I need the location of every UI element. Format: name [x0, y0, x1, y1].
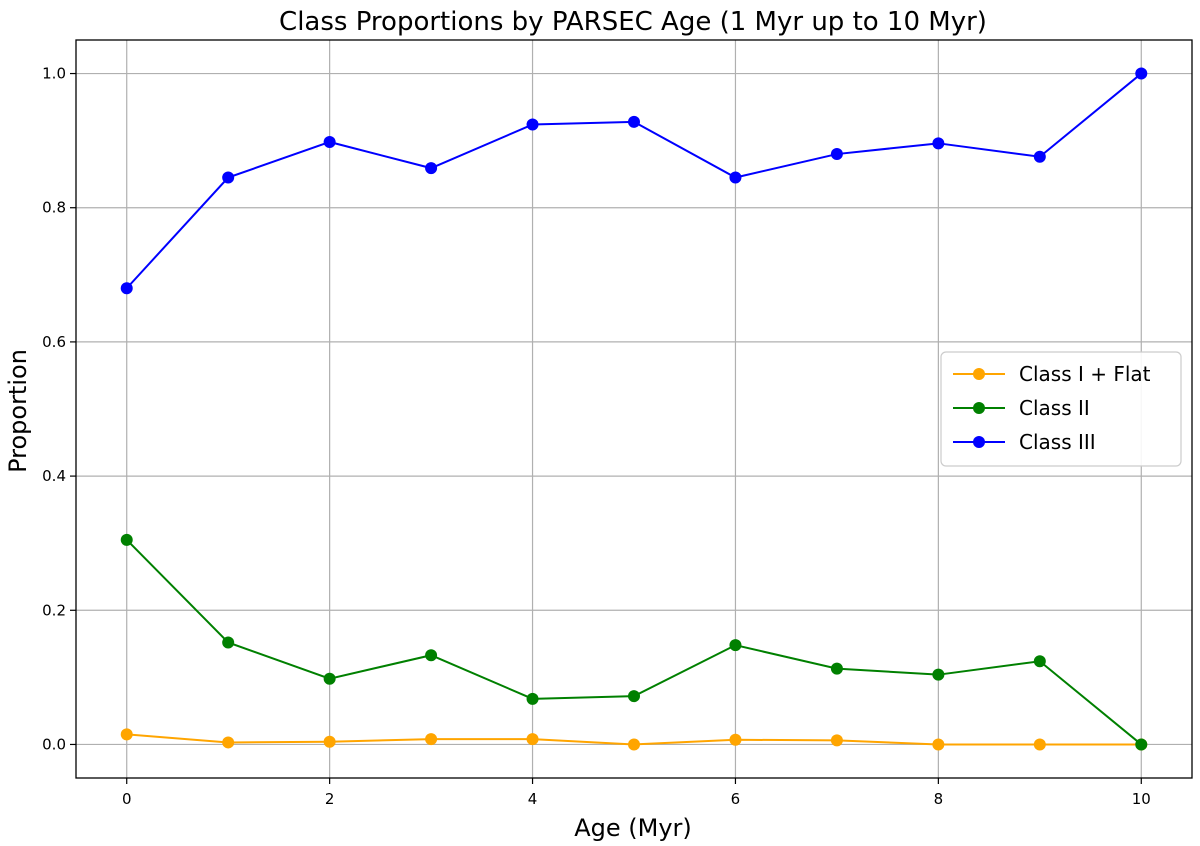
data-point — [729, 733, 742, 746]
x-tick-label: 4 — [528, 790, 538, 808]
data-point — [425, 162, 438, 175]
legend-marker — [973, 436, 985, 448]
series-layer — [120, 67, 1148, 751]
y-tick-label: 0.6 — [42, 333, 66, 351]
data-point — [1135, 738, 1148, 751]
y-tick-label: 1.0 — [42, 65, 66, 83]
legend-item: Class III — [953, 430, 1096, 454]
data-point — [120, 533, 133, 546]
data-point — [425, 649, 438, 662]
legend-label: Class I + Flat — [1019, 362, 1151, 386]
data-point — [1033, 655, 1046, 668]
legend-label: Class II — [1019, 396, 1090, 420]
data-point — [628, 738, 640, 751]
data-point — [120, 282, 133, 295]
data-point — [222, 636, 235, 649]
legend-item: Class II — [953, 396, 1090, 420]
data-point — [526, 692, 539, 705]
data-point — [729, 639, 742, 652]
data-point — [425, 733, 438, 746]
x-tick-label: 2 — [325, 790, 335, 808]
series-line — [125, 72, 1142, 289]
x-tick-label: 0 — [122, 790, 132, 808]
y-tick-label: 0.4 — [42, 467, 66, 485]
legend-marker — [973, 402, 985, 414]
series-1 — [120, 533, 1148, 751]
data-point — [120, 728, 133, 741]
legend-box — [940, 351, 1182, 467]
y-tick-label: 0.8 — [42, 199, 66, 217]
data-point — [222, 171, 235, 184]
chart-title: Class Proportions by PARSEC Age (1 Myr u… — [279, 7, 987, 37]
ticks: 0 2 4 6 8 10 0.0 0.2 0.4 0.6 0.8 1.0 — [42, 65, 1151, 808]
series-2 — [120, 67, 1148, 295]
y-tick-label: 0.2 — [42, 601, 66, 619]
y-tick-label: 0.0 — [42, 735, 66, 753]
data-point — [323, 672, 336, 685]
data-point — [526, 733, 539, 746]
legend-marker — [973, 368, 985, 380]
data-point — [1135, 67, 1148, 80]
data-point — [830, 734, 843, 747]
y-axis-label: Proportion — [4, 349, 32, 473]
x-axis-label: Age (Myr) — [574, 814, 692, 842]
x-tick-label: 6 — [731, 790, 741, 808]
data-point — [932, 668, 945, 681]
data-point — [830, 148, 843, 161]
data-point — [323, 735, 336, 748]
series-line — [126, 539, 1142, 746]
x-tick-label: 8 — [934, 790, 944, 808]
data-point — [222, 736, 235, 749]
data-point — [1033, 150, 1046, 163]
x-tick-label: 10 — [1132, 790, 1151, 808]
data-point — [932, 738, 945, 751]
data-point — [323, 135, 336, 148]
data-point — [628, 690, 640, 703]
legend-label: Class III — [1019, 430, 1096, 454]
data-point — [628, 115, 640, 128]
data-point — [729, 171, 742, 184]
series-0 — [120, 728, 1148, 751]
legend: Class I + Flat Class II Class III — [940, 351, 1182, 467]
data-point — [1033, 738, 1046, 751]
data-point — [830, 662, 843, 675]
legend-item: Class I + Flat — [953, 362, 1151, 386]
data-point — [932, 137, 945, 150]
plot-frame — [75, 39, 1193, 779]
data-point — [526, 118, 539, 131]
